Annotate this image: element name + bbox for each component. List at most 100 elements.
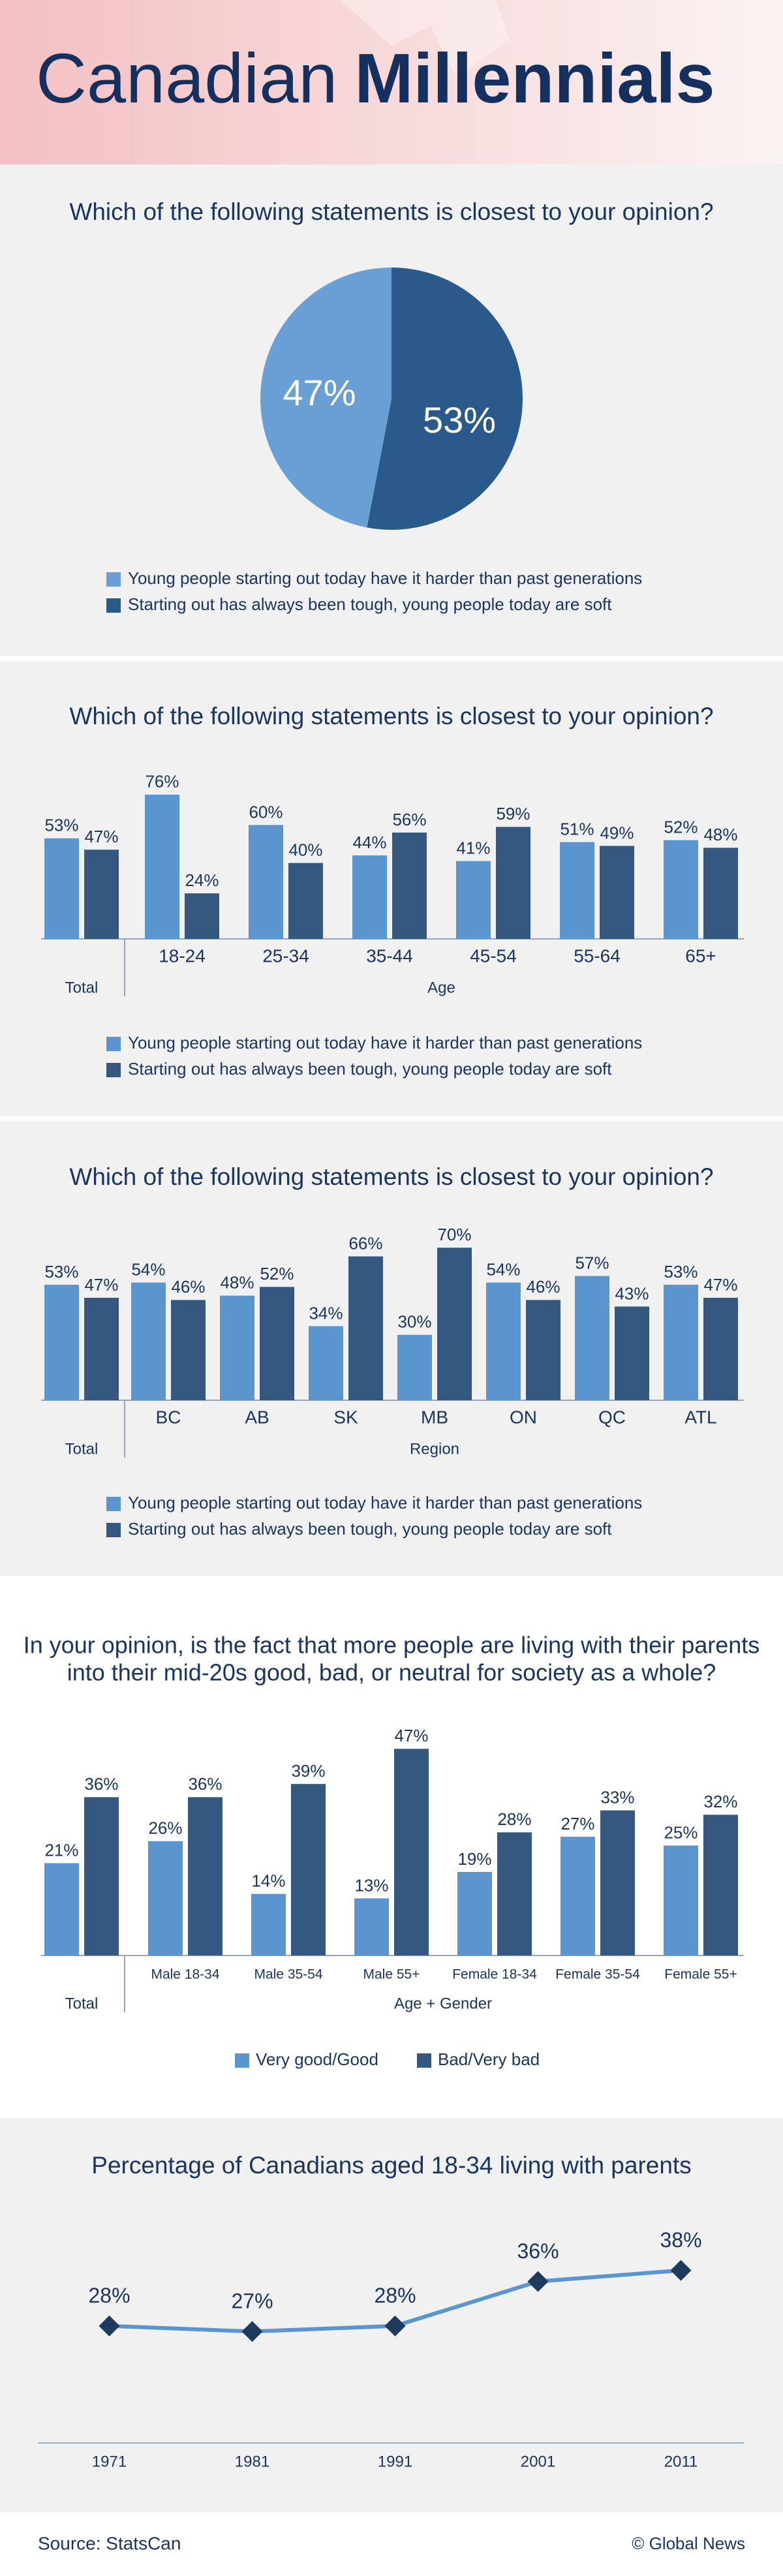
x-tick-label: Male 35-54 [254, 1967, 322, 1982]
bar [486, 1282, 521, 1400]
legend-swatch [106, 1523, 121, 1537]
x-tick-label: 35-44 [366, 945, 413, 966]
x-tick-label: 2001 [521, 2453, 555, 2470]
bar [457, 1871, 492, 1955]
x-tick-label: 1981 [235, 2453, 269, 2470]
legend-label: Starting out has always been tough, youn… [128, 1519, 612, 1539]
section-background [0, 662, 783, 1116]
x-tick-label: 55-64 [574, 945, 621, 966]
value-label: 28% [374, 2284, 416, 2307]
value-label: 28% [497, 1809, 531, 1829]
legend-label: Starting out has always been tough, youn… [128, 1059, 612, 1079]
bar [497, 1832, 532, 1955]
legend-label: Young people starting out today have it … [128, 1033, 642, 1052]
bar [44, 1284, 79, 1400]
bar [188, 1797, 223, 1955]
legend-swatch [106, 1063, 121, 1077]
legend-label: Young people starting out today have it … [128, 568, 642, 588]
total-label: Total [65, 1995, 99, 2012]
bar [44, 838, 79, 939]
value-label: 27% [560, 1814, 594, 1833]
value-label: 13% [354, 1875, 388, 1895]
x-tick-label: 18-24 [159, 945, 206, 966]
bar [354, 1898, 389, 1955]
bar [84, 1298, 119, 1400]
x-tick-label: Female 35-54 [555, 1967, 640, 1982]
value-label: 38% [660, 2228, 701, 2252]
value-label: 66% [348, 1233, 382, 1253]
bar [397, 1334, 432, 1400]
x-axis-label: Age [427, 979, 455, 996]
chart-title: Which of the following statements is clo… [69, 703, 713, 729]
main-title: Canadian Millennials [36, 38, 715, 117]
bar [664, 1845, 698, 1955]
header-background [0, 0, 783, 164]
slice-label: 47% [283, 372, 356, 413]
x-tick-label: ON [510, 1407, 537, 1427]
section-background [0, 1121, 783, 1576]
value-label: 70% [437, 1225, 471, 1244]
value-label: 21% [44, 1840, 78, 1860]
marker [527, 2271, 549, 2292]
bar [348, 1256, 383, 1400]
value-label: 52% [260, 1264, 294, 1283]
source: Source: StatsCan [38, 2533, 181, 2553]
section-background [0, 1584, 783, 2109]
value-label: 39% [291, 1761, 325, 1781]
legend-swatch [106, 1497, 121, 1511]
value-label: 19% [457, 1849, 491, 1869]
x-axis-label: Age + Gender [394, 1995, 492, 2012]
bar [703, 1815, 738, 1955]
chart-title: Percentage of Canadians aged 18-34 livin… [91, 2152, 691, 2179]
bar [249, 825, 283, 939]
value-label: 36% [517, 2239, 559, 2263]
bar [260, 1287, 294, 1400]
legend-swatch [106, 1037, 121, 1051]
value-label: 57% [575, 1253, 609, 1272]
bar [291, 1784, 326, 1955]
x-tick-label: 2011 [664, 2453, 698, 2470]
value-label: 49% [600, 823, 634, 842]
value-label: 47% [394, 1726, 428, 1745]
bar [84, 850, 119, 939]
legend-swatch [417, 2053, 431, 2068]
legend-label: Bad/Very bad [438, 2049, 540, 2069]
value-label: 28% [88, 2284, 130, 2307]
x-tick-label: ATL [684, 1407, 716, 1427]
value-label: 26% [148, 1818, 182, 1838]
x-tick-label: 1971 [92, 2453, 127, 2470]
value-label: 46% [526, 1277, 560, 1296]
bar [44, 1863, 79, 1955]
x-axis-label: Region [410, 1440, 459, 1458]
x-tick-label: Male 55+ [363, 1967, 420, 1982]
x-tick-label: 25-34 [262, 945, 309, 966]
value-label: 56% [392, 810, 426, 829]
value-label: 53% [664, 1262, 698, 1281]
x-tick-label: 1991 [378, 2453, 412, 2470]
x-tick-label: Female 18-34 [452, 1967, 537, 1982]
marker [670, 2260, 692, 2281]
value-label: 27% [231, 2290, 273, 2313]
title-regular: Canadian [36, 38, 337, 117]
value-label: 76% [145, 772, 179, 791]
value-label: 48% [703, 825, 737, 844]
chart-title: into their mid-20s good, bad, or neutral… [67, 1659, 716, 1686]
value-label: 53% [44, 1262, 78, 1281]
value-label: 44% [352, 833, 386, 852]
value-label: 47% [84, 827, 118, 846]
x-tick-label: Male 18-34 [151, 1967, 219, 1982]
x-tick-label: MB [421, 1407, 448, 1427]
value-label: 60% [249, 802, 283, 821]
x-tick-label: BC [156, 1407, 181, 1427]
value-label: 51% [560, 819, 594, 838]
value-label: 52% [664, 818, 698, 837]
value-label: 36% [188, 1774, 222, 1794]
chart-title: Which of the following statements is clo… [69, 198, 713, 225]
bar [309, 1326, 343, 1400]
bar [392, 833, 427, 939]
bar [288, 863, 323, 939]
value-label: 36% [84, 1774, 118, 1794]
value-label: 24% [185, 870, 219, 890]
